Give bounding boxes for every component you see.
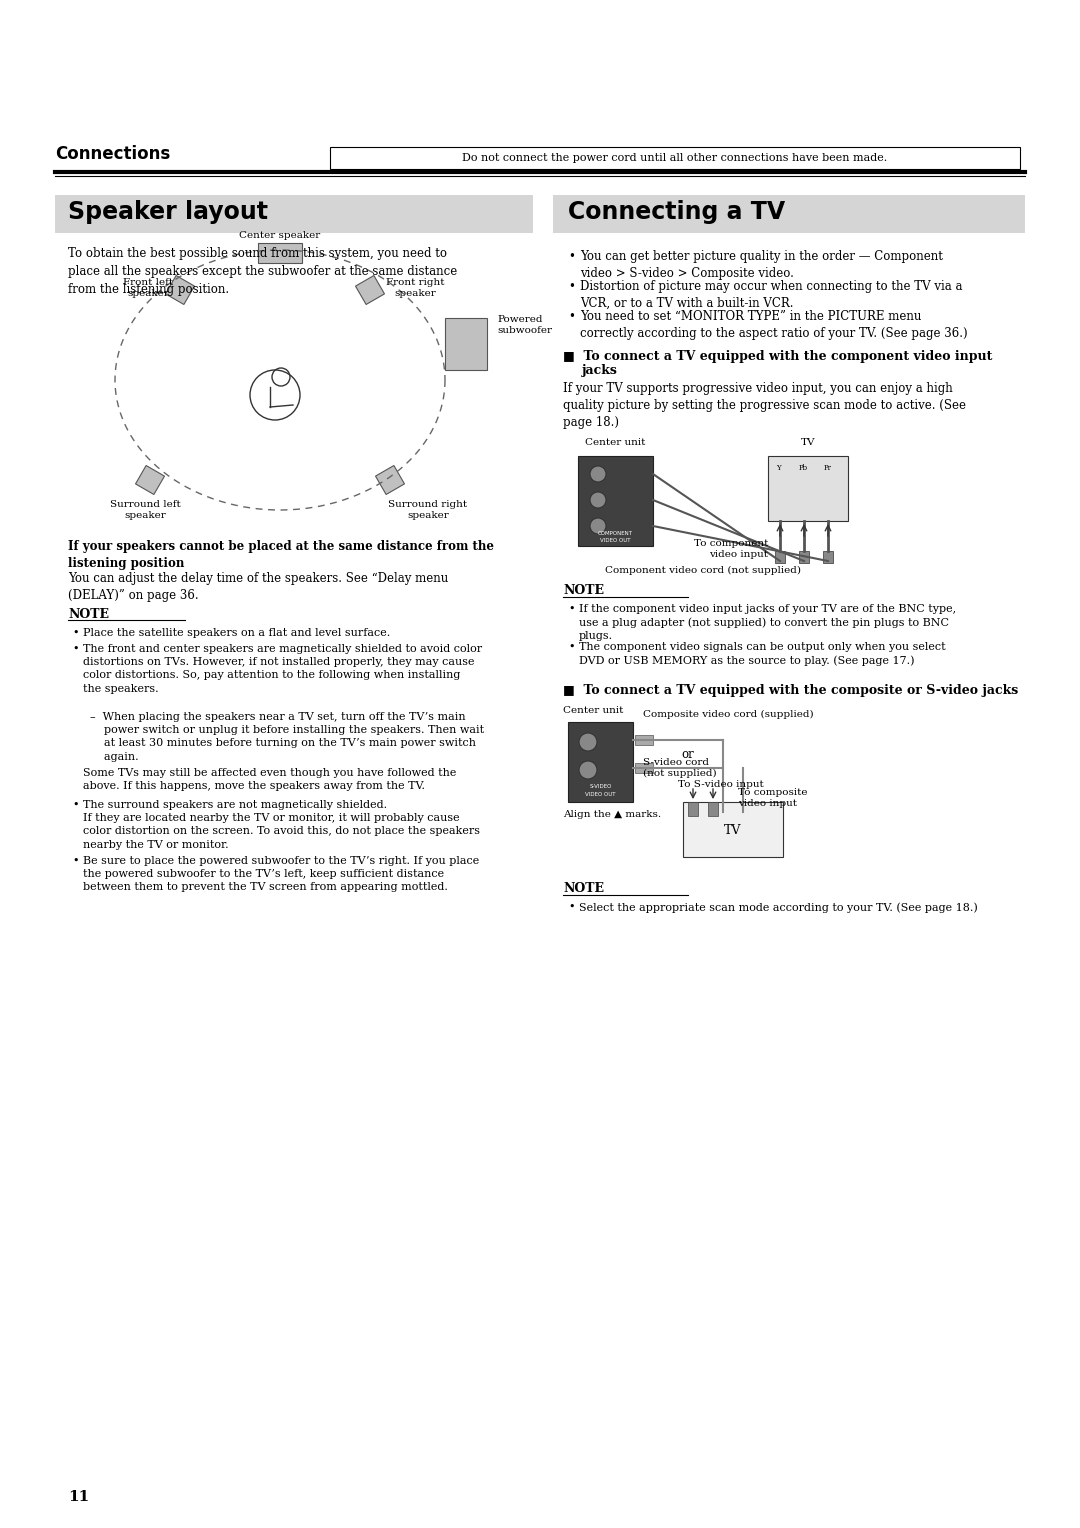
Text: To component
video input: To component video input <box>693 539 768 559</box>
Text: Powered
subwoofer: Powered subwoofer <box>497 315 552 335</box>
Polygon shape <box>165 275 194 304</box>
Bar <box>775 552 785 562</box>
Bar <box>799 552 809 562</box>
Text: NOTE: NOTE <box>563 584 604 597</box>
Text: •: • <box>72 628 79 639</box>
Bar <box>768 455 848 521</box>
Text: S-video cord
(not supplied): S-video cord (not supplied) <box>643 758 717 778</box>
Text: Place the satellite speakers on a flat and level surface.: Place the satellite speakers on a flat a… <box>83 628 390 639</box>
Circle shape <box>590 466 606 481</box>
Text: Pr: Pr <box>824 465 832 472</box>
Text: If your TV supports progressive video input, you can enjoy a high
quality pictur: If your TV supports progressive video in… <box>563 382 966 429</box>
Text: The surround speakers are not magnetically shielded.
If they are located nearby : The surround speakers are not magnetical… <box>83 801 480 850</box>
Bar <box>55 196 534 232</box>
Text: Speaker layout: Speaker layout <box>68 200 268 225</box>
Bar <box>578 455 653 545</box>
Polygon shape <box>355 275 384 304</box>
Text: •: • <box>568 280 575 293</box>
Text: You can adjust the delay time of the speakers. See “Delay menu
(DELAY)” on page : You can adjust the delay time of the spe… <box>68 571 448 602</box>
Text: Y: Y <box>775 465 781 472</box>
Text: Pb: Pb <box>798 465 808 472</box>
Text: VIDEO OUT: VIDEO OUT <box>600 538 631 542</box>
Text: S-VIDEO: S-VIDEO <box>590 784 611 788</box>
Text: You can get better picture quality in the order — Component
video > S-video > Co: You can get better picture quality in th… <box>580 251 943 280</box>
Bar <box>330 147 1020 170</box>
Text: TV: TV <box>800 439 815 448</box>
Text: NOTE: NOTE <box>68 608 109 620</box>
Text: Surround left
speaker: Surround left speaker <box>110 500 180 520</box>
Text: Center unit: Center unit <box>585 439 646 448</box>
Text: Front left
speaker: Front left speaker <box>123 278 173 298</box>
Text: •: • <box>72 643 79 654</box>
Text: •: • <box>72 801 79 810</box>
Text: 11: 11 <box>68 1490 90 1504</box>
Text: ■  To connect a TV equipped with the composite or S-video jacks: ■ To connect a TV equipped with the comp… <box>563 685 1018 697</box>
Text: –  When placing the speakers near a TV set, turn off the TV’s main
    power swi: – When placing the speakers near a TV se… <box>90 712 484 761</box>
Polygon shape <box>135 466 164 495</box>
Text: Connections: Connections <box>55 145 171 163</box>
Circle shape <box>579 733 597 750</box>
Text: •: • <box>568 310 575 322</box>
Bar <box>635 735 653 746</box>
Polygon shape <box>376 466 405 495</box>
Text: •: • <box>568 902 575 912</box>
Text: jacks: jacks <box>582 364 618 377</box>
Bar <box>258 243 302 263</box>
Text: Front right
speaker: Front right speaker <box>386 278 444 298</box>
Text: Connecting a TV: Connecting a TV <box>568 200 785 225</box>
Text: ■  To connect a TV equipped with the component video input: ■ To connect a TV equipped with the comp… <box>563 350 993 364</box>
Bar <box>823 552 833 562</box>
Text: or: or <box>681 749 694 761</box>
Text: NOTE: NOTE <box>563 882 604 895</box>
Text: If your speakers cannot be placed at the same distance from the
listening positi: If your speakers cannot be placed at the… <box>68 539 494 570</box>
Text: Center unit: Center unit <box>563 706 623 715</box>
Text: Center speaker: Center speaker <box>240 231 321 240</box>
Text: •: • <box>568 642 575 652</box>
Bar <box>553 196 1025 232</box>
Circle shape <box>590 492 606 507</box>
Text: You need to set “MONITOR TYPE” in the PICTURE menu
correctly according to the as: You need to set “MONITOR TYPE” in the PI… <box>580 310 968 341</box>
Text: •: • <box>568 251 575 263</box>
Text: •: • <box>568 604 575 614</box>
Text: Be sure to place the powered subwoofer to the TV’s right. If you place
the power: Be sure to place the powered subwoofer t… <box>83 856 480 892</box>
Bar <box>683 802 783 857</box>
Bar <box>445 318 487 370</box>
Text: •: • <box>72 856 79 866</box>
Text: To composite
video input: To composite video input <box>738 788 808 808</box>
Text: The component video signals can be output only when you select
DVD or USB MEMORY: The component video signals can be outpu… <box>579 642 946 666</box>
Text: Surround right
speaker: Surround right speaker <box>389 500 468 520</box>
Text: Align the ▲ marks.: Align the ▲ marks. <box>563 810 661 819</box>
Text: Some TVs may still be affected even though you have followed the
above. If this : Some TVs may still be affected even thou… <box>83 769 457 792</box>
Text: Do not connect the power cord until all other connections have been made.: Do not connect the power cord until all … <box>462 153 888 163</box>
Circle shape <box>579 761 597 779</box>
Text: To S-video input: To S-video input <box>678 779 764 788</box>
Text: Select the appropriate scan mode according to your TV. (See page 18.): Select the appropriate scan mode accordi… <box>579 902 977 912</box>
Circle shape <box>590 518 606 533</box>
Text: Distortion of picture may occur when connecting to the TV via a
VCR, or to a TV : Distortion of picture may occur when con… <box>580 280 962 310</box>
Text: To obtain the best possible sound from this system, you need to
place all the sp: To obtain the best possible sound from t… <box>68 248 457 296</box>
Text: VIDEO OUT: VIDEO OUT <box>585 792 616 798</box>
Bar <box>688 802 698 816</box>
Bar <box>568 723 633 802</box>
Bar <box>708 802 718 816</box>
Bar <box>635 762 653 773</box>
Text: COMPONENT: COMPONENT <box>598 532 633 536</box>
Text: TV: TV <box>725 824 742 836</box>
Text: The front and center speakers are magnetically shielded to avoid color
distortio: The front and center speakers are magnet… <box>83 643 482 694</box>
Text: If the component video input jacks of your TV are of the BNC type,
use a plug ad: If the component video input jacks of yo… <box>579 604 956 642</box>
Text: Composite video cord (supplied): Composite video cord (supplied) <box>643 711 813 720</box>
Text: Component video cord (not supplied): Component video cord (not supplied) <box>605 565 801 575</box>
